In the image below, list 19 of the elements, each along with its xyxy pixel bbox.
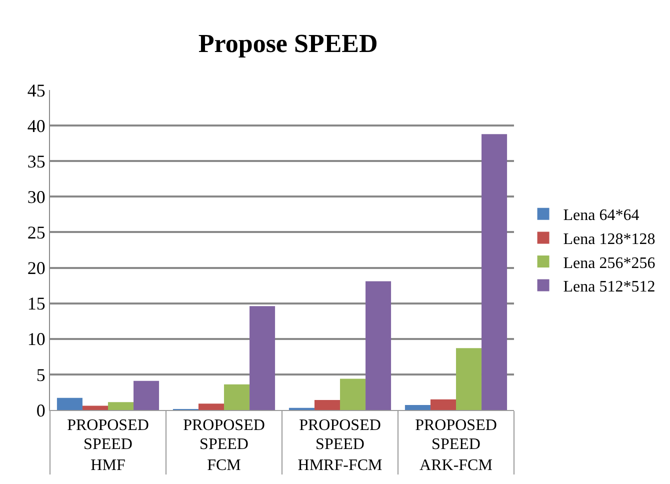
y-tick-label: 0 bbox=[36, 400, 46, 420]
category-label: PROPOSED SPEED ARK-FCM bbox=[415, 417, 497, 474]
category-label: PROPOSED SPEED HMF bbox=[67, 417, 149, 474]
category-label: PROPOSED SPEED HMRF-FCM bbox=[298, 417, 382, 474]
y-tick-label: 5 bbox=[36, 364, 46, 385]
y-tick-label: 35 bbox=[27, 151, 46, 172]
y-tick-label: 15 bbox=[27, 294, 46, 314]
category-label: PROPOSED SPEED FCM bbox=[183, 417, 265, 474]
y-tick-label: 10 bbox=[27, 329, 46, 350]
y-tick-label: 25 bbox=[27, 222, 46, 243]
legend-label: Lena 512*512 bbox=[563, 278, 656, 296]
legend-label: Lena 128*128 bbox=[563, 230, 656, 248]
y-tick-label: 30 bbox=[27, 186, 46, 207]
legend-label: Lena 256*256 bbox=[563, 254, 656, 272]
chart-title: Propose SPEED bbox=[198, 29, 378, 58]
legend-label: Lena 64*64 bbox=[563, 207, 640, 224]
y-tick-label: 40 bbox=[27, 116, 46, 136]
y-tick-label: 20 bbox=[27, 258, 46, 278]
y-tick-label: 45 bbox=[27, 80, 46, 100]
